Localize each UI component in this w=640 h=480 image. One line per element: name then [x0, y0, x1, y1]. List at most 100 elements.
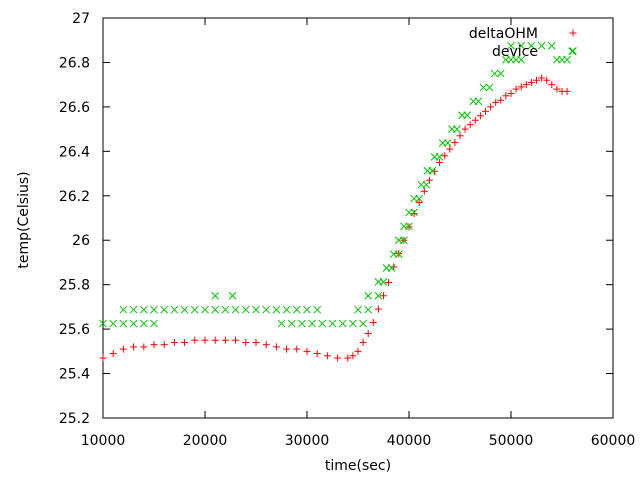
legend-marker: [569, 29, 577, 37]
data-point: [272, 305, 281, 314]
data-point: [323, 352, 331, 360]
data-point: [463, 111, 471, 120]
data-point: [298, 319, 306, 328]
data-point: [308, 319, 316, 328]
y-tick-label: 25.4: [59, 367, 90, 383]
data-point: [318, 319, 327, 328]
data-point: [492, 98, 500, 106]
data-point: [282, 305, 291, 314]
x-tick-label: 40000: [387, 433, 432, 449]
x-axis-label: time(sec): [325, 458, 391, 474]
data-point: [422, 180, 431, 189]
data-point: [150, 341, 158, 349]
y-tick-label: 26.8: [59, 55, 90, 71]
data-point: [160, 305, 169, 314]
data-point: [354, 347, 362, 355]
data-point: [364, 305, 373, 314]
axis-ticks: 10000 20000 30000 40000 50000 60000 25.2 25.4 25…: [59, 11, 635, 449]
data-point: [435, 153, 444, 161]
data-point: [313, 350, 321, 358]
data-point: [170, 305, 179, 314]
data-point: [313, 305, 322, 314]
data-point: [364, 330, 372, 338]
data-point: [485, 83, 494, 92]
y-tick-label: 26.6: [59, 100, 90, 116]
data-point: [369, 318, 377, 326]
data-point: [533, 76, 540, 84]
data-point: [400, 236, 408, 245]
data-point: [527, 78, 535, 86]
data-point: [287, 319, 296, 328]
data-point: [405, 222, 413, 231]
data-point: [170, 338, 178, 346]
data-point: [109, 350, 117, 358]
data-point: [517, 41, 526, 50]
x-tick-label: 30000: [285, 433, 330, 449]
data-point: [496, 69, 505, 78]
data-point: [502, 92, 510, 100]
data-point: [497, 96, 505, 104]
data-point: [415, 194, 424, 203]
data-point: [241, 305, 250, 314]
data-point: [428, 166, 437, 175]
y-axis-label: temp(Celsius): [16, 171, 32, 268]
data-point: [553, 85, 561, 93]
series-device: [99, 41, 577, 328]
y-tick-label: 26: [72, 233, 90, 249]
data-point: [425, 176, 433, 184]
data-point: [139, 305, 148, 314]
data-point: [522, 81, 530, 89]
data-point: [410, 210, 418, 218]
data-point: [262, 341, 270, 349]
data-point: [359, 338, 367, 346]
data-point: [201, 305, 209, 314]
data-point: [359, 319, 367, 328]
data-point: [211, 305, 220, 314]
series-deltaOHM: [99, 74, 571, 362]
data-point: [415, 198, 423, 206]
data-point: [349, 352, 357, 360]
data-point: [119, 305, 128, 314]
data-point: [446, 145, 454, 153]
data-point: [272, 343, 280, 351]
data-point: [160, 341, 168, 349]
data-point: [139, 319, 148, 328]
data-point: [471, 116, 479, 124]
data-point: [517, 83, 525, 91]
data-point: [130, 343, 138, 351]
data-point: [129, 305, 138, 314]
data-point: [119, 319, 128, 328]
legend: deltaOHM device: [469, 26, 577, 60]
data-point: [507, 41, 515, 50]
data-point: [385, 278, 393, 286]
x-tick-label: 20000: [183, 433, 228, 449]
data-point: [482, 107, 489, 115]
data-point: [140, 343, 148, 351]
y-tick-label: 26.2: [59, 189, 90, 205]
data-point: [466, 121, 474, 129]
data-point: [99, 354, 107, 362]
data-point: [517, 55, 526, 64]
data-point: [441, 152, 449, 160]
data-point: [490, 69, 499, 78]
data-point: [543, 76, 551, 84]
data-point: [150, 305, 158, 314]
data-point: [99, 319, 107, 328]
data-point: [451, 138, 459, 146]
data-point: [201, 336, 209, 344]
legend-label: device: [492, 44, 538, 60]
data-point: [334, 354, 342, 362]
legend-label: deltaOHM: [469, 26, 538, 42]
x-tick-label: 60000: [591, 433, 636, 449]
data-point: [190, 305, 199, 314]
data-point: [211, 291, 220, 300]
data-point: [221, 336, 229, 344]
data-point: [349, 319, 357, 328]
legend-marker: [569, 47, 577, 55]
data-point: [129, 319, 138, 328]
data-point: [109, 319, 118, 328]
data-point: [277, 319, 286, 328]
data-point: [221, 305, 230, 314]
data-point: [283, 345, 291, 353]
